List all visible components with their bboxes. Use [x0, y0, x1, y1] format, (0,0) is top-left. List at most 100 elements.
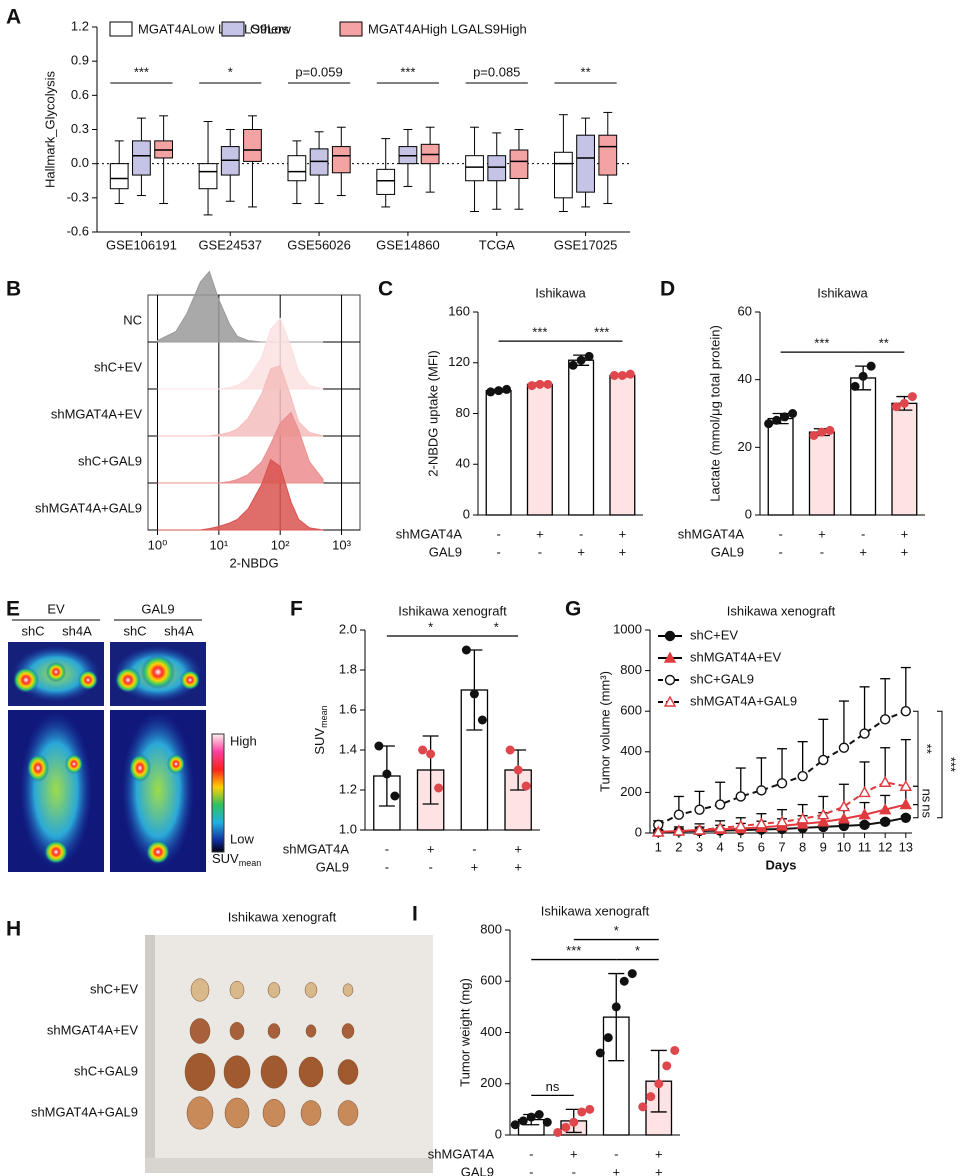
- legend-label: shC+GAL9: [690, 671, 754, 686]
- marker: [899, 779, 913, 792]
- marker: [899, 798, 913, 810]
- condition-name: shMGAT4A: [428, 1146, 495, 1161]
- y-tick-label: 120: [448, 354, 470, 369]
- y-tick-label: 800: [480, 921, 502, 936]
- marker: [900, 706, 912, 717]
- x-tick-label: 10²: [271, 537, 290, 552]
- condition-sign: -: [572, 1164, 576, 1176]
- data-point: [418, 745, 428, 755]
- data-point: [850, 381, 860, 391]
- y-axis-label: 2-NBDG uptake (MFI): [425, 350, 440, 476]
- condition-sign: +: [570, 1146, 578, 1161]
- x-tick-label: 11: [858, 839, 872, 854]
- condition-sign: +: [655, 1146, 663, 1161]
- y-tick-label: 0.0: [71, 155, 89, 170]
- marker: [796, 812, 809, 824]
- colorbar: [211, 733, 225, 853]
- x-tick-label: GSE56026: [287, 237, 351, 252]
- tumor: [342, 983, 354, 997]
- significance-label: **: [920, 744, 935, 754]
- marker: [859, 819, 870, 831]
- box: [576, 134, 595, 193]
- legend-swatch: [221, 21, 245, 37]
- data-point: [584, 351, 594, 361]
- y-tick-label: 200: [480, 1075, 502, 1090]
- x-tick-label: 10⁰: [148, 537, 168, 552]
- marker: [776, 778, 788, 789]
- x-tick-label: GSE17025: [554, 237, 618, 252]
- panel-label: C: [378, 278, 393, 301]
- panel-label: F: [290, 598, 303, 621]
- condition-sign: +: [536, 526, 544, 541]
- tumor: [184, 1053, 216, 1091]
- data-point: [625, 369, 635, 379]
- x-tick-label: 10: [837, 839, 851, 854]
- data-point: [494, 386, 504, 396]
- y-tick-label: 20: [738, 439, 752, 454]
- y-tick-label: 40: [738, 371, 752, 386]
- y-tick-label: 800: [620, 662, 642, 677]
- data-point: [654, 1079, 664, 1089]
- colorbar-title: SUVmean: [212, 851, 261, 868]
- marker: [694, 804, 705, 815]
- data-point: [866, 361, 876, 371]
- significance-label: ns: [546, 1079, 560, 1094]
- significance-label: ***: [814, 336, 829, 351]
- data-point: [526, 1112, 536, 1122]
- y-axis-label-main: SUV: [312, 728, 327, 755]
- data-point: [513, 765, 523, 775]
- row-label: shMGAT4A+GAL9: [31, 1104, 138, 1119]
- y-axis-label: Hallmark_Glycolysis: [42, 70, 57, 188]
- data-point: [585, 1104, 595, 1114]
- y-tick-label: 400: [480, 1024, 502, 1039]
- tumor: [189, 1018, 211, 1044]
- coronal-tumor: [65, 754, 83, 774]
- axial-tumor: [141, 655, 175, 689]
- marker: [837, 800, 851, 812]
- panel-label: D: [660, 278, 675, 301]
- condition-sign: +: [818, 526, 826, 541]
- marker: [838, 742, 850, 753]
- y-tick-label: 200: [620, 784, 642, 799]
- data-point: [609, 370, 619, 380]
- axial-tumor: [13, 667, 39, 693]
- bar: [609, 374, 636, 516]
- marker: [714, 799, 726, 810]
- marker: [879, 816, 891, 828]
- data-point: [858, 371, 868, 381]
- row-label: shMGAT4A+EV: [47, 1022, 138, 1037]
- condition-name: shMGAT4A: [283, 841, 350, 856]
- legend-marker: [664, 674, 676, 686]
- significance-label: p=0.059: [295, 64, 342, 79]
- data-point: [486, 387, 496, 397]
- bar: [526, 383, 553, 516]
- y-axis-label-sub: mean: [319, 705, 329, 728]
- data-point: [788, 409, 798, 418]
- condition-sign: -: [385, 859, 389, 874]
- tumor: [186, 1096, 214, 1130]
- density-curve: [157, 411, 324, 484]
- tumor: [337, 1100, 359, 1126]
- bar: [568, 359, 595, 516]
- y-tick-label: 1.6: [339, 701, 357, 716]
- legend-marker: [663, 695, 677, 707]
- data-point: [617, 370, 627, 380]
- y-tick-label: -0.3: [67, 189, 89, 204]
- x-tick-label: 9: [820, 839, 827, 854]
- x-tick-label: 4: [717, 839, 724, 854]
- y-tick-label: 1000: [613, 621, 642, 636]
- data-point: [535, 379, 545, 389]
- significance-label: ***: [594, 325, 609, 340]
- panel-label: G: [565, 598, 581, 621]
- marker: [858, 808, 871, 820]
- condition-sign: -: [778, 526, 782, 541]
- y-tick-label: 1.8: [339, 661, 357, 676]
- marker: [797, 770, 808, 782]
- legend-label: Others: [250, 21, 290, 36]
- column-sublabel: shC: [123, 623, 146, 638]
- x-tick-label: GSE14860: [376, 237, 440, 252]
- marker: [879, 714, 891, 725]
- bar: [850, 377, 877, 516]
- y-tick-label: 1.2: [339, 781, 357, 796]
- condition-sign: -: [428, 859, 432, 874]
